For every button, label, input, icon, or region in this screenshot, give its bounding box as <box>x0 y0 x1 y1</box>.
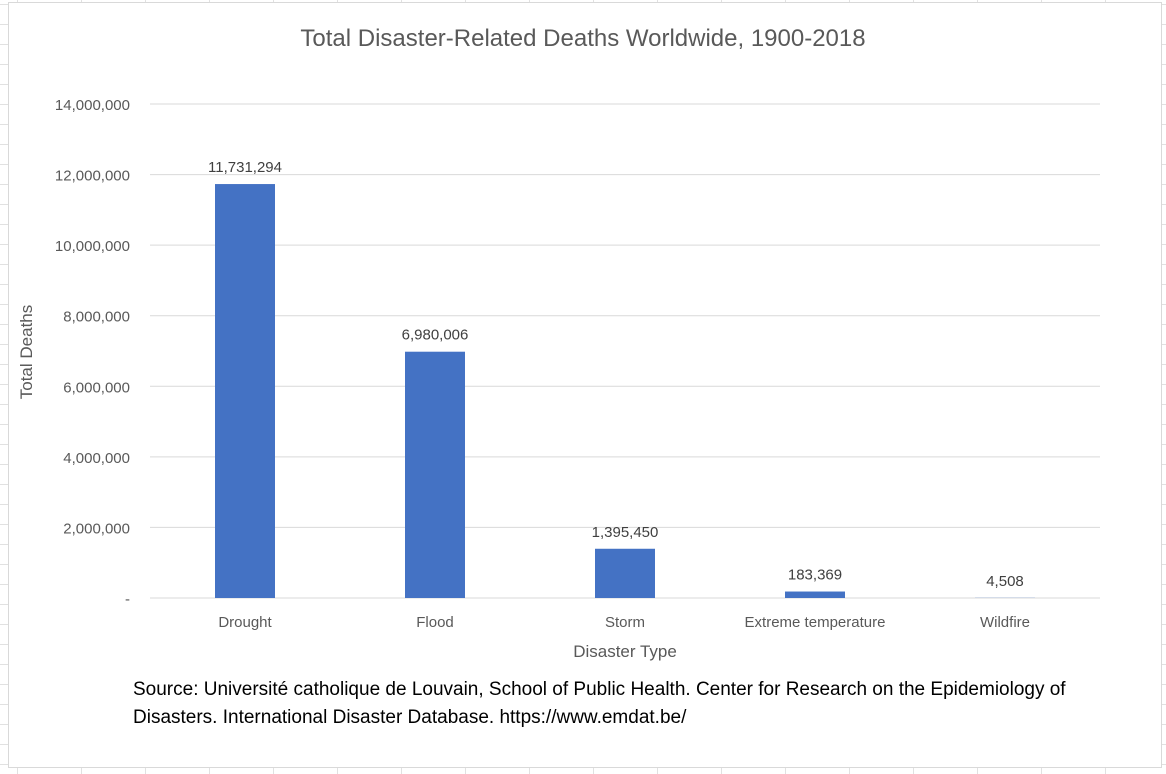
bar-flood[interactable] <box>405 351 465 598</box>
x-axis-title: Disaster Type <box>573 642 677 661</box>
y-tick-label: 2,000,000 <box>63 520 130 537</box>
chart-area[interactable] <box>8 2 1162 768</box>
y-tick-label: 4,000,000 <box>63 450 130 467</box>
x-tick-label: Storm <box>605 614 645 631</box>
bar-storm[interactable] <box>595 548 655 598</box>
y-tick-label: 8,000,000 <box>63 309 130 326</box>
y-axis-tick-labels: - 2,000,000 4,000,000 6,000,000 8,000,000 10,… <box>55 97 130 608</box>
data-label: 183,369 <box>788 567 842 584</box>
data-label: 4,508 <box>986 573 1024 590</box>
bar-extreme-temperature[interactable] <box>785 591 845 598</box>
y-tick-label: - <box>125 591 130 608</box>
x-axis-tick-labels: Drought Flood Storm Extreme temperature Wild… <box>218 614 1030 631</box>
data-label: 6,980,006 <box>402 327 469 344</box>
y-tick-label: 6,000,000 <box>63 379 130 396</box>
source-note: Source: Université catholique de Louvain… <box>133 679 1066 728</box>
gridlines <box>150 103 1100 528</box>
data-label: 11,731,294 <box>208 159 282 176</box>
chart-title: Total Disaster-Related Deaths Worldwide,… <box>300 25 865 52</box>
y-tick-label: 10,000,000 <box>55 238 130 255</box>
bar-drought[interactable] <box>215 184 275 598</box>
x-tick-label: Wildfire <box>980 614 1030 631</box>
y-tick-label: 14,000,000 <box>55 97 130 114</box>
data-labels: 11,731,294 6,980,006 1,395,450 183,369 4,508 <box>208 159 1024 590</box>
y-tick-label: 12,000,000 <box>55 168 130 185</box>
x-tick-label: Drought <box>218 614 272 631</box>
x-tick-label: Flood <box>416 614 454 631</box>
y-axis-title: Total Deaths <box>17 305 36 400</box>
data-label: 1,395,450 <box>592 524 659 541</box>
bars <box>215 184 1035 598</box>
x-tick-label: Extreme temperature <box>745 614 886 631</box>
